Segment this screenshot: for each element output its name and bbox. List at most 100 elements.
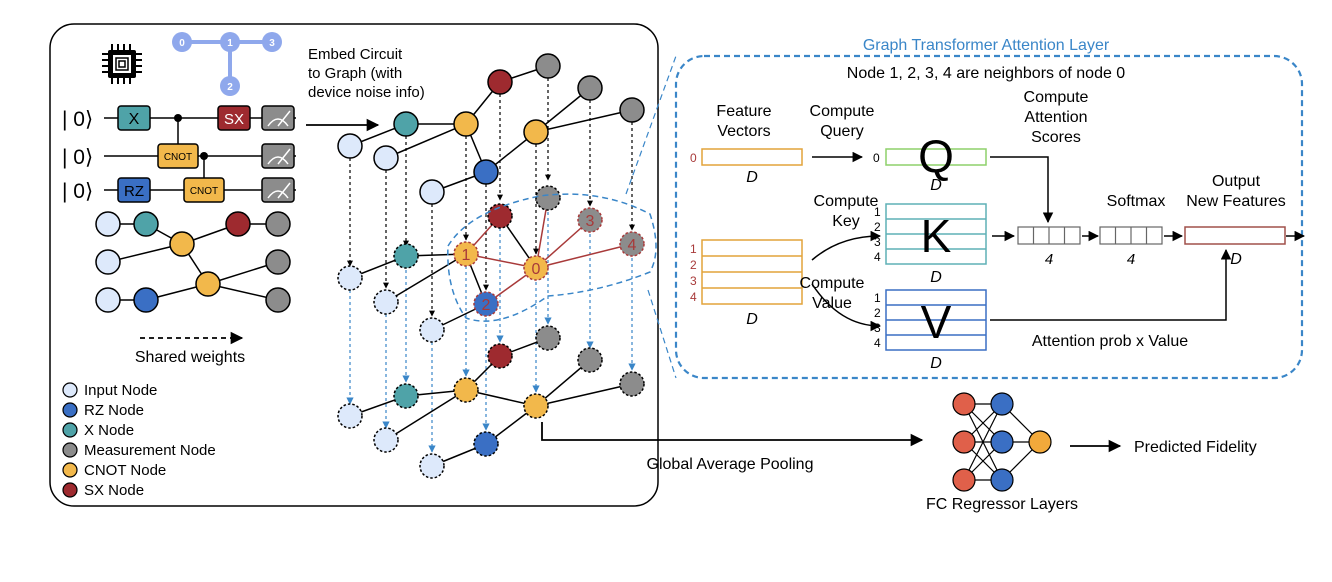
legend-swatch-cnot <box>62 462 78 478</box>
attention-prob-label: Attention prob x Value <box>1032 333 1188 350</box>
graph-cnot-node <box>453 111 479 137</box>
graph-rz-node <box>473 159 499 185</box>
key-k-label: K <box>921 210 952 262</box>
graph-rz-node <box>133 287 159 313</box>
legend-label-measurement: Measurement Node <box>84 442 216 459</box>
pooling-arrow <box>541 422 924 447</box>
key-row-1: 1 <box>874 205 881 219</box>
output-vector <box>1184 226 1286 245</box>
legend-label-x: X Node <box>84 422 134 439</box>
gate-cnot-1-label: CNOT <box>164 152 192 163</box>
value-to-output-arrow <box>990 248 1232 321</box>
neighbor-node-3 <box>577 207 603 233</box>
layer-middle: 0 1 2 3 4 <box>337 185 645 343</box>
fc-output-neuron <box>1028 430 1052 454</box>
feature-row-4: 4 <box>690 290 697 304</box>
key-arrow <box>811 230 882 261</box>
feature-vector-0 <box>701 148 803 166</box>
output-label-2: New Features <box>1186 193 1286 210</box>
quantum-circuit: | 0⟩ | 0⟩ | 0⟩ X SX CNOT CNOT RZ <box>62 105 296 203</box>
neighbor-feature-matrix <box>701 239 803 305</box>
softmax-label: Softmax <box>1107 193 1166 210</box>
graph-input-node <box>337 403 363 429</box>
legend-swatch-rz <box>62 402 78 418</box>
fc-input-neuron <box>952 392 976 416</box>
graph-input-node <box>95 287 121 313</box>
value-row-1: 1 <box>874 291 881 305</box>
graph-measurement-node <box>265 249 291 275</box>
legend-label-cnot: CNOT Node <box>84 462 166 479</box>
value-v-label: V <box>921 296 952 348</box>
gate-cnot-2 <box>183 177 225 203</box>
graph-sx-node <box>487 203 513 229</box>
q-to-scores-arrow <box>990 156 1054 224</box>
compute-key-label-2: Key <box>832 213 860 230</box>
value-row-3: 3 <box>874 321 881 335</box>
compute-query-label-1: Compute <box>810 103 875 120</box>
topology-node-2 <box>220 76 240 96</box>
blue-dotted-links <box>346 212 636 453</box>
legend-label-sx: SX Node <box>84 482 144 499</box>
pooling-label: Global Average Pooling <box>647 456 814 473</box>
softmax-probs <box>1099 226 1163 245</box>
fc-hidden-neuron <box>990 430 1014 454</box>
graph-measurement-node <box>619 97 645 123</box>
graph-measurement-node <box>265 211 291 237</box>
value-matrix <box>885 289 987 351</box>
row0-label: 0 <box>690 151 697 165</box>
gate-rz <box>117 177 151 203</box>
graph-measurement-node <box>265 287 291 313</box>
topology-label-2: 2 <box>227 82 233 93</box>
key-row-2: 2 <box>874 220 881 234</box>
topology-label-0: 0 <box>179 38 185 49</box>
graph-measurement-node <box>577 75 603 101</box>
graph-measurement-node <box>535 185 561 211</box>
predicted-fidelity-label: Predicted Fidelity <box>1134 439 1257 456</box>
compute-value-label-1: Compute <box>800 275 865 292</box>
graph-cnot-node <box>523 119 549 145</box>
graph-measurement-node <box>619 371 645 397</box>
neighborhood-highlight <box>447 193 657 322</box>
attention-box <box>674 54 1304 380</box>
compute-attention-label-2: Attention <box>1024 109 1087 126</box>
ket-0-line1: | 0⟩ <box>62 108 93 131</box>
qubit-topology: 0 1 3 2 <box>172 32 282 96</box>
gate-x <box>117 105 151 131</box>
graph-input-node <box>373 289 399 315</box>
compute-attention-label-3: Scores <box>1031 129 1081 146</box>
query-q-label: Q <box>918 130 954 182</box>
gate-x-label: X <box>129 111 140 128</box>
gate-cnot-2-label: CNOT <box>190 186 218 197</box>
fc-hidden-neuron <box>990 392 1014 416</box>
embed-label-line1: Embed Circuit <box>308 46 403 63</box>
scores-4-label: 4 <box>1045 251 1053 268</box>
graph-rz-node <box>473 431 499 457</box>
value-d-label: D <box>930 355 942 372</box>
graph-x-node <box>393 243 419 269</box>
graph-input-node <box>337 133 363 159</box>
value-row-4: 4 <box>874 336 881 350</box>
graph-measurement-node <box>535 325 561 351</box>
processor-chip-icon <box>102 44 142 84</box>
topology-label-1: 1 <box>227 38 233 49</box>
graph-measurement-node <box>535 53 561 79</box>
graph-x-node <box>133 211 159 237</box>
graph-cnot-node <box>169 231 195 257</box>
value-row-2: 2 <box>874 306 881 320</box>
neighbor-node-4 <box>619 231 645 257</box>
legend-label-input: Input Node <box>84 382 157 399</box>
graph-cnot-node <box>195 271 221 297</box>
query-vector <box>885 148 987 166</box>
graph-cnot-node <box>523 393 549 419</box>
feature-row-2: 2 <box>690 258 697 272</box>
circuit-graph <box>95 211 291 313</box>
ket-0-line3: | 0⟩ <box>62 180 93 203</box>
legend: Input Node RZ Node X Node Measurement Node C… <box>62 382 216 499</box>
legend-swatch-measurement <box>62 442 78 458</box>
value-arrow <box>811 283 882 332</box>
neighbor-label-3: 3 <box>586 213 595 230</box>
key-d-label: D <box>930 269 942 286</box>
gate-rz-label: RZ <box>124 183 144 200</box>
compute-query-label-2: Query <box>820 123 864 140</box>
neighbor-label-1: 1 <box>462 247 471 264</box>
